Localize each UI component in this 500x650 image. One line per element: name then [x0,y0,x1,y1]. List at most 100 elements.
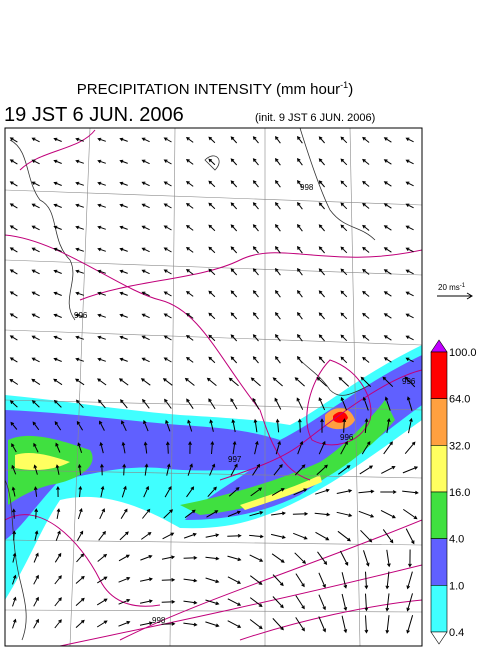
wind-arrow [9,159,18,165]
wind-arrow [118,554,130,562]
wind-arrow [183,600,198,605]
wind-arrow [252,224,259,232]
wind-arrow [118,599,131,605]
wind-arrow [119,159,128,164]
wind-arrow [206,377,217,386]
wind-arrow [339,550,349,566]
wind-arrow [250,377,261,387]
wind-arrow [292,512,309,516]
wind-arrow [385,593,390,612]
wind-arrow [141,247,150,253]
wind-arrow [275,440,281,455]
wind-arrow [230,290,238,298]
wind-arrow [252,268,259,276]
wind-arrow [364,615,369,634]
wind-arrow [274,179,281,188]
wind-arrow [9,181,18,187]
wind-arrow [274,135,281,144]
wind-arrow [340,180,348,188]
wind-arrow [408,417,413,434]
wind-arrow [208,398,216,410]
wind-arrow [296,179,303,188]
wind-arrow [9,247,18,253]
wind-arrow [342,418,347,433]
colorbar-label: 100.0 [449,347,477,359]
wind-arrow [340,334,348,342]
wind-arrow [184,377,195,386]
wind-arrow [163,291,172,297]
wind-arrow [274,289,281,298]
wind-arrow [382,376,394,388]
wind-arrow [187,463,193,476]
wind-arrow [337,465,351,475]
wind-arrow [208,334,216,342]
wind-arrow [404,376,416,388]
wind-arrow [75,357,84,362]
wind-arrow [55,530,61,541]
wind-arrow [380,490,397,494]
map: 996 996 997 998 996 998 [4,127,423,647]
wind-arrow [318,202,325,210]
wind-arrow [119,181,128,186]
wind-arrow [143,441,148,454]
wind-arrow [100,463,104,476]
wind-arrow [405,291,414,297]
wind-arrow [77,442,83,453]
wind-arrow [12,618,17,629]
wind-arrow [141,313,150,319]
wind-arrow [163,335,172,341]
wind-arrow [75,137,84,142]
wind-arrow [33,574,39,585]
wind-arrow [341,615,348,634]
wind-arrow [383,313,392,319]
wind-arrow [205,621,220,628]
wind-arrow [99,441,104,454]
wind-arrow [406,615,414,634]
wind-scale: 20 ms-1 [437,283,473,300]
wind-arrow [364,418,369,433]
wind-arrow [31,378,41,386]
wind-scale-sup: -1 [460,283,466,289]
wind-arrow [274,201,281,210]
wind-arrow [163,203,172,209]
wind-arrow [186,486,195,498]
wind-arrow [274,333,281,342]
wind-arrow [362,312,370,319]
wind-arrow [205,556,220,561]
wind-arrow [314,512,331,517]
wind-arrow [97,378,107,386]
wind-vectors [9,135,419,634]
colorbar-segment [430,538,448,586]
wind-arrow [97,159,106,164]
wind-arrow [163,509,174,519]
wind-arrow [54,597,62,607]
wind-arrow [402,490,419,495]
isobar-label: 996 [74,311,88,320]
isobar-label: 997 [228,455,242,464]
wind-arrow [54,619,62,629]
precip-cyan [5,345,422,600]
wind-arrow [31,357,40,363]
wind-arrow [97,269,106,274]
wind-arrow [360,529,373,543]
wind-arrow [249,554,264,562]
wind-arrow [405,269,414,275]
wind-arrow [318,136,325,144]
wind-arrow [31,247,40,253]
wind-arrow [11,508,16,519]
wind-arrow [163,181,172,187]
wind-arrow [118,620,131,627]
wind-arrow [252,158,259,166]
wind-arrow [296,245,303,254]
wind-arrow [363,550,370,567]
wind-arrow [97,313,106,318]
wind-arrow [77,507,83,520]
wind-arrow [340,224,348,232]
wind-arrow [296,311,303,320]
wind-arrow [405,181,414,187]
isobar-labels: 996 996 997 998 996 998 [74,183,416,625]
wind-arrow [205,599,220,606]
wind-arrow [31,400,40,408]
wind-arrow [362,334,370,341]
wind-arrow [296,355,303,364]
